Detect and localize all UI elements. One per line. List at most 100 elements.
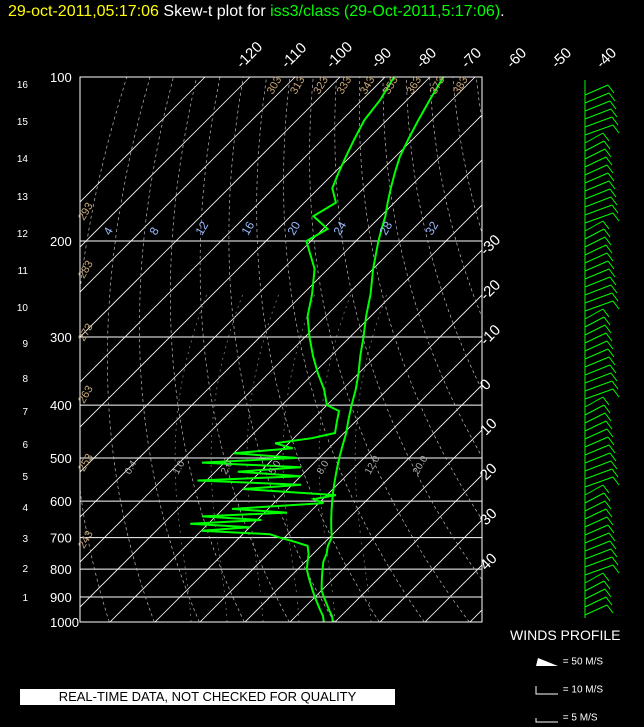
dewpoint-line: [190, 77, 395, 622]
isotherm-line: [154, 294, 482, 622]
pressure-tick-label: 900: [50, 590, 72, 605]
isotherm-line: [469, 609, 482, 622]
wind-barb: [584, 396, 604, 408]
mixing-ratio-label: 8: [146, 224, 162, 237]
dry-adiabat-label: 343: [358, 75, 378, 97]
pressure-tick-label: 800: [50, 562, 72, 577]
moist-adiabat-line: [354, 293, 388, 622]
wind-barb: [584, 148, 606, 160]
wind-barb-flag: [606, 428, 614, 438]
isotherm-line: [199, 339, 482, 622]
isotherm-line: [244, 384, 482, 622]
moist-adiabat-line: [210, 293, 244, 622]
wind-barb-flag: [602, 220, 610, 230]
wind-barb-flag: [602, 132, 610, 142]
wind-barb-flag: [607, 436, 615, 446]
wind-barb: [584, 276, 611, 288]
wind-barb: [584, 500, 606, 512]
wind-legend-50-label: = 50 M/S: [562, 656, 604, 668]
wind-barb: [584, 564, 614, 576]
wind-barb-flag: [611, 380, 619, 390]
wind-legend-10-label: = 10 M/S: [562, 684, 604, 696]
isotherm-line: [80, 77, 206, 203]
wind-barb-flag: [611, 292, 619, 302]
height-tick-label: 8: [22, 374, 28, 385]
isotherm-line: [80, 77, 431, 428]
wind-barb-flag: [605, 244, 613, 254]
wind-barb: [584, 548, 612, 560]
mixing-small-label: 1.0: [171, 459, 188, 477]
mixing-ratio-label: 12: [192, 219, 211, 238]
height-tick-label: 11: [18, 266, 29, 277]
isotherm-line: [80, 77, 341, 338]
dry-adiabat-label: 273: [76, 322, 96, 344]
pressure-tick-label: 200: [50, 234, 72, 249]
wind-barb: [584, 348, 609, 360]
wind-barb-flag: [605, 508, 613, 518]
wind-barb: [584, 252, 608, 264]
wind-legend-50: = 50 M/S: [534, 656, 603, 668]
wind-barb: [584, 388, 614, 400]
dry-adiabat-line: [309, 77, 470, 622]
moist-adiabat-line: [318, 293, 352, 622]
wind-barb: [584, 332, 607, 344]
moist-adiabat-line: [174, 293, 208, 622]
wind-barb-flag: [604, 500, 612, 510]
wind-barb-flag: [611, 468, 619, 478]
mixing-ratio-label: 4: [100, 224, 116, 237]
isotherm-top-label: -100: [323, 39, 356, 72]
wind-barb: [584, 356, 610, 368]
dry-adiabat-label: 363: [405, 75, 425, 97]
mixing-ratio-label: 32: [422, 219, 441, 238]
isotherm-top-label: -120: [233, 39, 266, 72]
wind-barb: [584, 468, 613, 480]
isotherm-line: [80, 204, 482, 608]
dry-adiabat-line: [358, 77, 482, 521]
isotherm-top-label: -80: [413, 44, 440, 71]
moist-adiabat-line: [246, 293, 280, 622]
timestamp: 29-oct-2011,05:17:06: [8, 3, 159, 20]
wind-barb: [584, 492, 605, 504]
height-tick-label: 15: [17, 117, 29, 128]
wind-barb-flag: [610, 108, 618, 118]
isotherm-top-label: -60: [503, 44, 530, 71]
dry-adiabat-line: [283, 77, 425, 622]
wind-barb-flag: [604, 588, 612, 598]
isotherm-line: [80, 114, 482, 518]
pressure-tick-label: 600: [50, 494, 72, 509]
wind-barb: [584, 484, 604, 496]
wind-barb-flag: [606, 164, 614, 174]
isotherm-line: [80, 77, 386, 383]
wind-barb-flag: [603, 140, 611, 150]
isotherm-right-label: 20: [477, 460, 501, 484]
pressure-tick-label: 500: [50, 451, 72, 466]
barb-10-icon: [535, 686, 558, 695]
header-period: .: [500, 3, 505, 20]
wind-barb: [584, 372, 612, 384]
isotherm-right-label: 40: [477, 550, 501, 574]
wind-barb-flag: [612, 564, 620, 574]
wind-barb: [584, 260, 609, 272]
isotherm-top-label: -50: [548, 44, 575, 71]
dry-adiabat-label: 293: [76, 201, 96, 223]
height-tick-label: 7: [22, 407, 28, 418]
wind-barb-flag: [610, 460, 618, 470]
height-tick-label: 9: [22, 339, 28, 350]
dry-adiabat-line: [475, 77, 482, 122]
isotherm-line: [379, 519, 482, 622]
wind-barb-flag: [607, 348, 615, 358]
dry-adiabat-line: [199, 77, 290, 622]
wind-barb: [584, 228, 605, 240]
wind-barb: [584, 580, 605, 592]
wind-barb-flag: [608, 356, 616, 366]
wind-barb-flag: [609, 452, 617, 462]
wind-barb: [584, 460, 612, 472]
wind-legend-5-label: = 5 M/S: [562, 712, 598, 724]
wind-barb-flag: [610, 284, 618, 294]
mixing-small-label: 0.4: [123, 459, 140, 477]
plot-frame: [79, 76, 483, 623]
mixing-ratio-label: 20: [284, 219, 303, 238]
wind-barb: [584, 604, 608, 616]
dry-adiabat-label: 313: [288, 75, 308, 97]
